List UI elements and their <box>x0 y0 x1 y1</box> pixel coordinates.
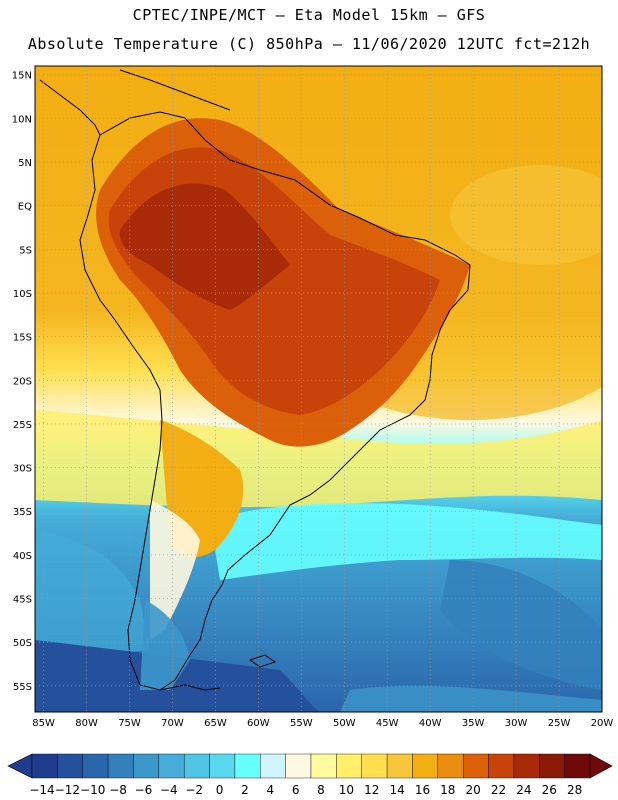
lon-label: 75W <box>118 718 141 729</box>
colorbar-right-arrow <box>589 753 613 779</box>
colorbar-swatch <box>82 753 109 779</box>
latitude-labels: 15N 10N 5N EQ 5S 10S 15S 20S 25S 30S 35S 40S 45S 50S 5… <box>12 71 32 693</box>
lat-label: 5S <box>19 245 32 256</box>
colorbar-tick-label: 12 <box>364 783 379 797</box>
colorbar-tick-label: 4 <box>266 783 274 797</box>
colorbar-swatch <box>513 753 540 779</box>
colorbar-swatch <box>539 753 565 779</box>
falklands-coastline <box>248 654 277 668</box>
colorbar-swatch <box>107 753 134 779</box>
lon-label: 85W <box>32 718 55 729</box>
lat-label: 15S <box>13 333 32 344</box>
colorbar-swatch <box>260 753 286 779</box>
lat-label: 55S <box>13 682 32 693</box>
lon-label: 40W <box>419 718 442 729</box>
colorbar-labels: −14 −12 −10 −8 −6 −4 −2 0 2 4 6 8 10 12 14 16 18 20 22 24 26… <box>29 783 582 797</box>
colorbar-swatch <box>209 753 236 779</box>
colorbar-tick-label: 20 <box>466 783 481 797</box>
colorbar <box>7 753 613 779</box>
colorbar-tick-label: 22 <box>491 783 506 797</box>
lon-label: 20W <box>591 718 614 729</box>
colorbar-tick-label: 24 <box>516 783 531 797</box>
colorbar-swatch <box>285 753 312 779</box>
lon-label: 55W <box>290 718 313 729</box>
lat-lon-grid <box>35 66 603 712</box>
lat-label: 45S <box>13 595 32 606</box>
colorbar-tick-label: −12 <box>55 783 80 797</box>
lon-label: 65W <box>204 718 227 729</box>
colorbar-tick-label: −2 <box>185 783 203 797</box>
colorbar-swatch <box>386 753 413 779</box>
plot-frame <box>34 65 603 713</box>
colorbar-tick-label: 6 <box>292 783 300 797</box>
lat-label: 25S <box>13 420 32 431</box>
colorbar-tick-label: 18 <box>440 783 455 797</box>
colorbar-tick-label: 8 <box>317 783 325 797</box>
temperature-field <box>35 66 602 712</box>
colorbar-swatch <box>234 753 261 779</box>
colorbar-tick-label: 0 <box>216 783 224 797</box>
lat-label: 5N <box>18 158 32 169</box>
map-title-line-2: Absolute Temperature (C) 850hPa – 11/06/… <box>27 35 591 53</box>
central-america-coastline <box>39 79 101 136</box>
colorbar-tick-label: −4 <box>160 783 178 797</box>
lon-label: 25W <box>548 718 571 729</box>
lat-label: 15N <box>12 71 32 82</box>
map-title-line-1: CPTEC/INPE/MCT – Eta Model 15km – GFS <box>132 6 486 24</box>
south-america-coastline <box>79 111 471 691</box>
lat-label: 10N <box>12 114 32 125</box>
colorbar-swatch <box>336 753 362 779</box>
colorbar-swatch <box>57 753 83 779</box>
lat-label: 50S <box>13 638 32 649</box>
colorbar-tick-label: 14 <box>389 783 404 797</box>
longitude-labels: 85W 80W 75W 70W 65W 60W 55W 50W 45W 40W 35W 30W 25W 2… <box>32 718 613 729</box>
colorbar-swatch <box>437 753 464 779</box>
lon-label: 30W <box>505 718 528 729</box>
colorbar-swatch <box>488 753 515 779</box>
lat-label: 35S <box>13 507 32 518</box>
colorbar-tick-label: 26 <box>542 783 557 797</box>
colorbar-tick-label: 16 <box>415 783 430 797</box>
colorbar-tick-label: −14 <box>29 783 54 797</box>
colorbar-swatch <box>310 753 337 779</box>
colorbar-tick-label: 10 <box>339 783 354 797</box>
colorbar-tick-label: −6 <box>135 783 153 797</box>
colorbar-tick-label: 28 <box>567 783 582 797</box>
lat-label: EQ <box>18 202 32 213</box>
colorbar-swatch <box>133 753 160 779</box>
lon-label: 80W <box>75 718 98 729</box>
tierra-del-fuego-coastline <box>159 684 221 691</box>
colorbar-tick-label: −10 <box>80 783 105 797</box>
lat-label: 10S <box>13 289 32 300</box>
colorbar-swatch <box>564 753 591 779</box>
lat-label: 20S <box>13 376 32 387</box>
lat-label: 40S <box>13 551 32 562</box>
lon-label: 70W <box>161 718 184 729</box>
lat-label: 30S <box>13 464 32 475</box>
lon-label: 45W <box>376 718 399 729</box>
colorbar-swatch <box>462 753 489 779</box>
colorbar-left-arrow <box>7 753 33 779</box>
lon-label: 35W <box>462 718 485 729</box>
colorbar-swatch <box>361 753 388 779</box>
colorbar-tick-label: −8 <box>109 783 127 797</box>
lon-label: 50W <box>333 718 356 729</box>
colorbar-swatch <box>158 753 185 779</box>
colorbar-swatch <box>412 753 439 779</box>
colorbar-swatch <box>183 753 210 779</box>
colorbar-swatch <box>31 753 58 779</box>
colorbar-tick-label: 2 <box>241 783 249 797</box>
lon-label: 60W <box>247 718 270 729</box>
